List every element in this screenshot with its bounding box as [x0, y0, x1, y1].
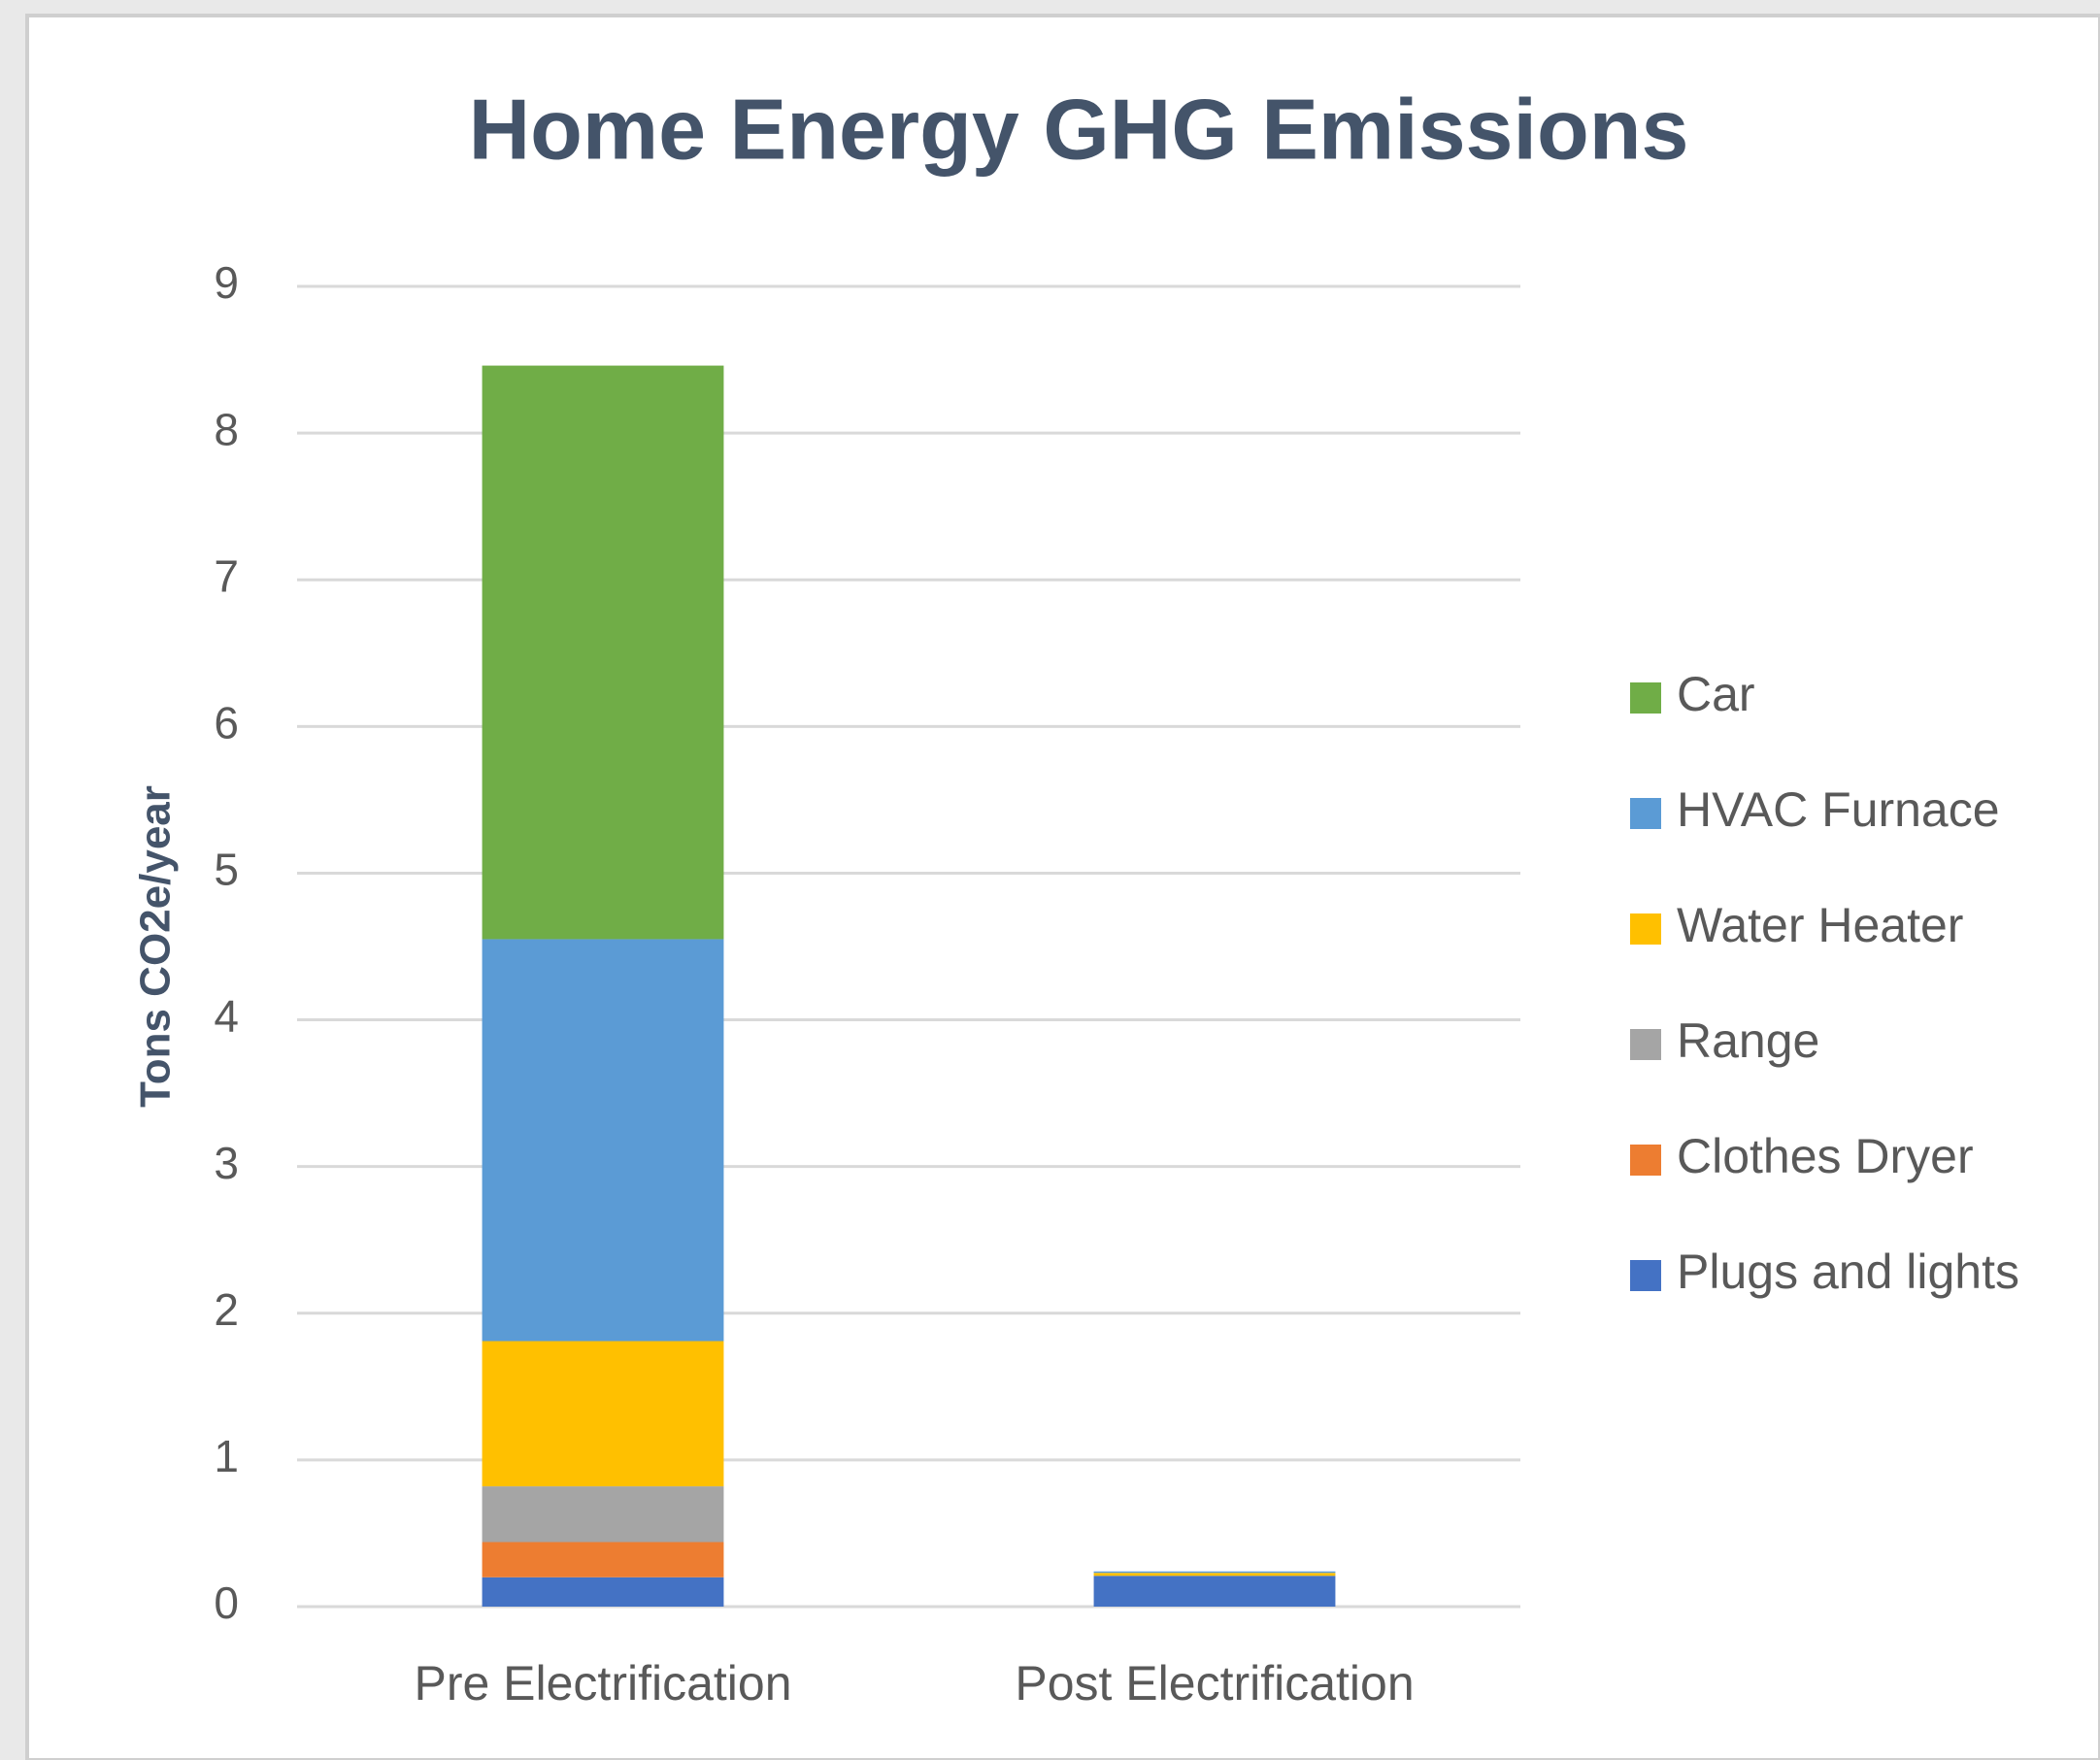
- legend-label: Car: [1677, 667, 1755, 721]
- legend-swatch: [1630, 798, 1661, 829]
- legend-label: Plugs and lights: [1677, 1245, 2019, 1299]
- y-tick-label: 1: [214, 1431, 239, 1481]
- y-tick-label: 8: [214, 404, 239, 454]
- y-tick-label: 6: [214, 697, 239, 747]
- bar-segment: [482, 365, 724, 940]
- bar-segment: [482, 939, 724, 1342]
- legend-swatch: [1630, 682, 1661, 714]
- legend-swatch: [1630, 913, 1661, 945]
- y-axis-label: Tons CO2e/year: [132, 785, 180, 1108]
- legend-label: Range: [1677, 1013, 1819, 1068]
- y-tick-label: 5: [214, 845, 239, 895]
- bar-segment: [482, 1341, 724, 1487]
- chart-title: Home Energy GHG Emissions: [469, 81, 1689, 177]
- y-tick-label: 4: [214, 991, 239, 1042]
- legend-swatch: [1630, 1145, 1661, 1176]
- y-tick-label: 0: [214, 1577, 239, 1628]
- bar-segment: [1093, 1573, 1336, 1577]
- bar-segment: [1093, 1576, 1336, 1607]
- y-tick-label: 2: [214, 1284, 239, 1335]
- bar-segment: [482, 1486, 724, 1543]
- legend-swatch: [1630, 1260, 1661, 1291]
- x-tick-label: Pre Electrification: [414, 1656, 791, 1710]
- bar-segment: [482, 1542, 724, 1577]
- bar-segment: [1093, 1571, 1336, 1574]
- x-tick-label: Post Electrification: [1015, 1656, 1414, 1710]
- y-tick-label: 7: [214, 550, 239, 601]
- legend-label: Clothes Dryer: [1677, 1129, 1974, 1183]
- legend-swatch: [1630, 1029, 1661, 1060]
- chart-panel: [25, 14, 2100, 1760]
- y-tick-label: 9: [214, 257, 239, 308]
- bar-segment: [482, 1577, 724, 1607]
- legend-label: Water Heater: [1677, 898, 1963, 952]
- y-tick-label: 3: [214, 1138, 239, 1188]
- legend-label: HVAC Furnace: [1677, 782, 2000, 837]
